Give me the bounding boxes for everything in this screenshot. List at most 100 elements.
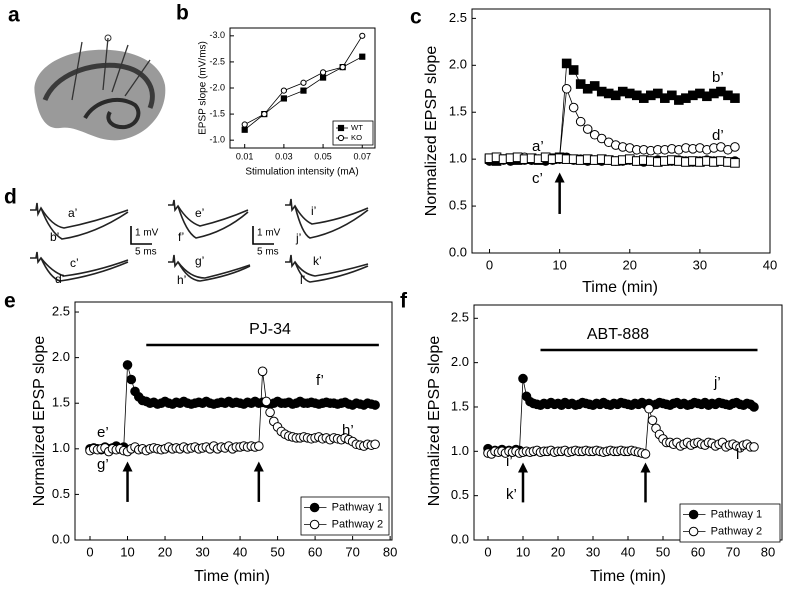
x-tick-label: 10 [516,544,530,559]
panel-label: a [8,4,20,27]
trace-label: d’ [55,272,64,286]
x-tick-label: 30 [693,257,707,272]
x-tick-label: 80 [761,544,775,559]
scale-label: 5 ms [135,247,157,258]
trace-label: b’ [50,230,59,244]
trace-label: a’ [68,206,77,220]
trace-label: c’ [70,256,79,270]
marker [561,58,572,69]
chart: 0 10 20 30 40 0.0 0.5 1.0 1.5 2.0 2.5 Time (min) Nor… [423,8,777,296]
x-axis-label: Time (min) [582,279,658,296]
plot-frame [471,8,771,254]
chart: 0 10 20 30 40 50 60 70 80 0.0 0.5 1.0 1.5 2.0 2.5 Time … [426,304,783,585]
trace-label: l’ [300,273,305,287]
legend-label: KO [351,133,362,142]
panel-label: c [410,6,422,29]
scale-label: 1 mV [257,228,281,239]
marker [359,53,366,60]
trace-label: e’ [195,206,204,220]
y-tick-label: 1.0 [451,443,469,458]
legend-label: Pathway 2 [332,518,384,530]
panel-label: e [4,290,16,313]
annotation: d’ [712,127,724,144]
marker [126,374,137,385]
x-tick-label: 10 [552,257,566,272]
legend-label: Pathway 1 [711,508,763,520]
y-tick-label: -1.5 [209,108,225,118]
y-tick-label: 2.0 [451,354,469,369]
traces [30,198,369,283]
scale-label: 5 ms [257,247,279,258]
legend-label: WT [351,123,363,132]
marker [644,403,654,414]
marker [261,110,268,118]
x-tick-label: 0 [486,257,493,272]
annotation: g’ [97,456,109,473]
marker [280,87,287,94]
y-tick-label: -2.0 [209,82,225,92]
y-tick-label: -1.0 [209,135,225,145]
x-tick-label: 0 [484,544,491,559]
annotation: b’ [712,69,724,86]
marker [688,509,699,520]
x-tick-label: 40 [763,257,777,272]
annotation: i’ [506,453,513,470]
legend-box [679,503,781,543]
x-tick-label: 70 [726,544,740,559]
marker [582,124,593,134]
x-tick-label: 20 [551,544,565,559]
x-axis-label: Stimulation intensity (mA) [245,167,358,178]
annotation: j’ [713,374,721,391]
y-axis-label: Normalized EPSP slope [31,336,48,507]
y-axis-label: Normalized EPSP slope [423,46,440,217]
y-tick-label: -2.5 [209,56,225,66]
marker [730,93,740,103]
marker [640,449,651,459]
marker [730,158,740,168]
plot-frame [74,301,393,541]
legend-label: Pathway 2 [711,525,763,537]
marker [518,373,528,384]
y-tick-label: 2.0 [52,349,70,364]
x-tick-label: 60 [691,544,705,559]
marker [749,402,759,412]
x-tick-label: 30 [586,544,600,559]
annotation: h’ [342,422,354,439]
marker [280,95,287,102]
marker [575,116,586,127]
marker [261,396,272,407]
marker [265,407,275,418]
marker [589,81,600,91]
marker [568,102,579,113]
annotation: a’ [532,138,544,155]
y-tick-label: 0.5 [52,486,70,501]
legend-box [332,120,374,146]
stimulus-arrow-head [518,462,528,473]
stimulus-arrow-head [122,461,133,472]
y-tick-label: 0.5 [451,487,469,502]
stimulus-arrow-head [253,461,264,472]
x-tick-label: 0.01 [236,151,254,161]
y-tick-label: 0.5 [449,198,467,213]
x-tick-label: 0.03 [275,151,293,161]
annotation: k’ [506,486,517,503]
marker [647,415,658,426]
trace-label: k’ [313,254,322,268]
y-tick-label: 1.0 [449,151,467,166]
treatment-label: ABT-888 [587,326,649,343]
x-tick-label: 40 [233,544,247,559]
marker [730,142,740,152]
y-axis-label: Normalized EPSP slope [426,336,443,507]
x-tick-label: 20 [158,544,172,559]
legend-label: Pathway 1 [332,501,384,513]
trace-label: f’ [178,230,184,244]
y-tick-label: 2.0 [449,57,467,72]
marker [337,124,345,132]
marker [300,79,307,86]
x-tick-label: 50 [656,544,670,559]
x-tick-label: 50 [270,544,284,559]
marker [370,400,380,410]
stimulus-arrow-head [554,172,565,183]
x-axis-label: Time (min) [590,568,666,585]
y-tick-label: -3.0 [209,30,225,40]
